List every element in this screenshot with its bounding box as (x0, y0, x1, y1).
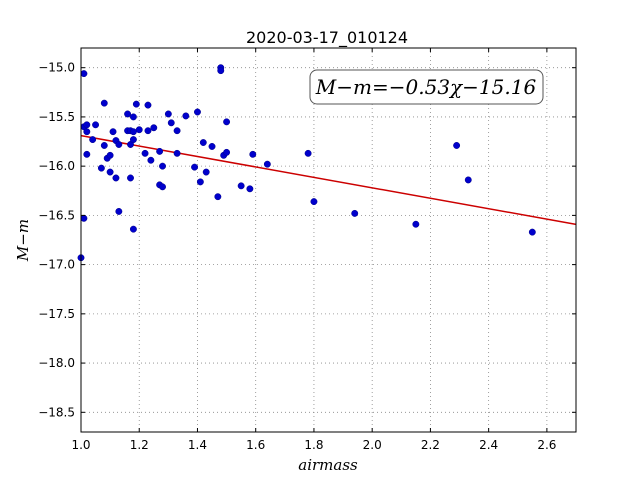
axis-ticks (80, 48, 576, 432)
data-point (106, 168, 114, 176)
x-tick-label: 2.4 (479, 438, 498, 452)
data-point (159, 183, 166, 191)
data-point (80, 70, 88, 78)
x-tick-label: 1.6 (246, 438, 265, 452)
data-point (83, 121, 91, 129)
chart-title: 2020-03-17_010124 (246, 28, 408, 48)
annotation-text: M−m=−0.53χ−15.16 (315, 75, 537, 99)
data-point (194, 108, 201, 116)
data-point (453, 142, 461, 149)
x-tick-label: 1.8 (304, 438, 323, 452)
data-point (164, 110, 172, 118)
y-tick-label: −16.0 (38, 159, 75, 173)
data-points (77, 64, 536, 262)
fit-line (80, 134, 577, 226)
data-point (144, 127, 152, 135)
data-point (127, 174, 134, 182)
data-point (115, 141, 123, 148)
fit-annotation: M−m=−0.53χ−15.16 (309, 69, 544, 105)
data-point (115, 207, 123, 215)
data-point (106, 151, 114, 159)
y-tick-label: −15.0 (38, 61, 75, 75)
data-point (202, 168, 210, 176)
data-point (528, 228, 536, 236)
data-point (249, 150, 257, 158)
data-point (263, 160, 271, 168)
data-point (412, 220, 420, 228)
data-point (129, 225, 137, 233)
data-point (89, 136, 97, 144)
data-point (191, 163, 199, 171)
data-point (144, 101, 152, 109)
data-point (156, 147, 164, 155)
data-point (159, 162, 166, 170)
data-point (237, 182, 245, 190)
data-point (132, 100, 140, 108)
data-point (100, 142, 108, 149)
data-point (182, 112, 190, 120)
data-point (304, 149, 312, 157)
y-tick-label: −17.5 (38, 307, 75, 321)
data-point (135, 126, 143, 134)
data-point (92, 121, 100, 129)
data-point (223, 118, 231, 126)
x-tick-label: 1.0 (71, 438, 90, 452)
data-point (147, 156, 155, 164)
data-point (97, 164, 105, 172)
x-tick-label: 2.2 (421, 438, 440, 452)
data-point (129, 113, 137, 121)
data-point (80, 214, 88, 222)
x-axis-label: airmass (298, 456, 358, 474)
x-tick-label: 2.6 (537, 438, 556, 452)
y-tick-label: −16.5 (38, 208, 75, 222)
x-tick-label: 2.0 (363, 438, 382, 452)
y-tick-label: −15.5 (38, 110, 75, 124)
data-point (351, 209, 359, 217)
data-point (217, 67, 225, 75)
data-point (196, 178, 204, 186)
data-point (124, 110, 132, 118)
data-point (150, 124, 158, 132)
data-point (141, 149, 149, 157)
y-tick-label: −17.0 (38, 258, 75, 272)
x-tick-labels: 1.0 1.2 1.4 1.6 1.8 2.0 2.2 2.4 2.6 (71, 438, 556, 452)
data-point (464, 176, 472, 184)
axes-frame (80, 47, 577, 433)
data-point (83, 150, 91, 158)
data-point (129, 136, 137, 144)
x-tick-label: 1.2 (130, 438, 149, 452)
data-point (214, 193, 222, 201)
y-tick-label: −18.5 (38, 405, 75, 419)
data-point (223, 148, 231, 156)
data-point (310, 198, 318, 206)
data-point (109, 128, 117, 136)
annotation-box (309, 69, 544, 105)
data-point (173, 127, 181, 135)
data-point (100, 99, 108, 107)
y-tick-labels: −15.0 −15.5 −16.0 −16.5 −17.0 −17.5 −18.0 −18.5 (38, 61, 75, 420)
data-point (83, 128, 91, 136)
fit-line-group (80, 134, 577, 226)
data-point (199, 139, 207, 146)
data-point (167, 119, 175, 127)
data-point (173, 149, 181, 157)
y-axis-label: M−m (14, 219, 32, 262)
data-point (208, 143, 216, 150)
data-point (112, 174, 120, 182)
data-point (246, 185, 254, 193)
y-tick-label: −18.0 (38, 356, 75, 370)
x-tick-label: 1.4 (188, 438, 207, 452)
data-point (129, 128, 137, 136)
